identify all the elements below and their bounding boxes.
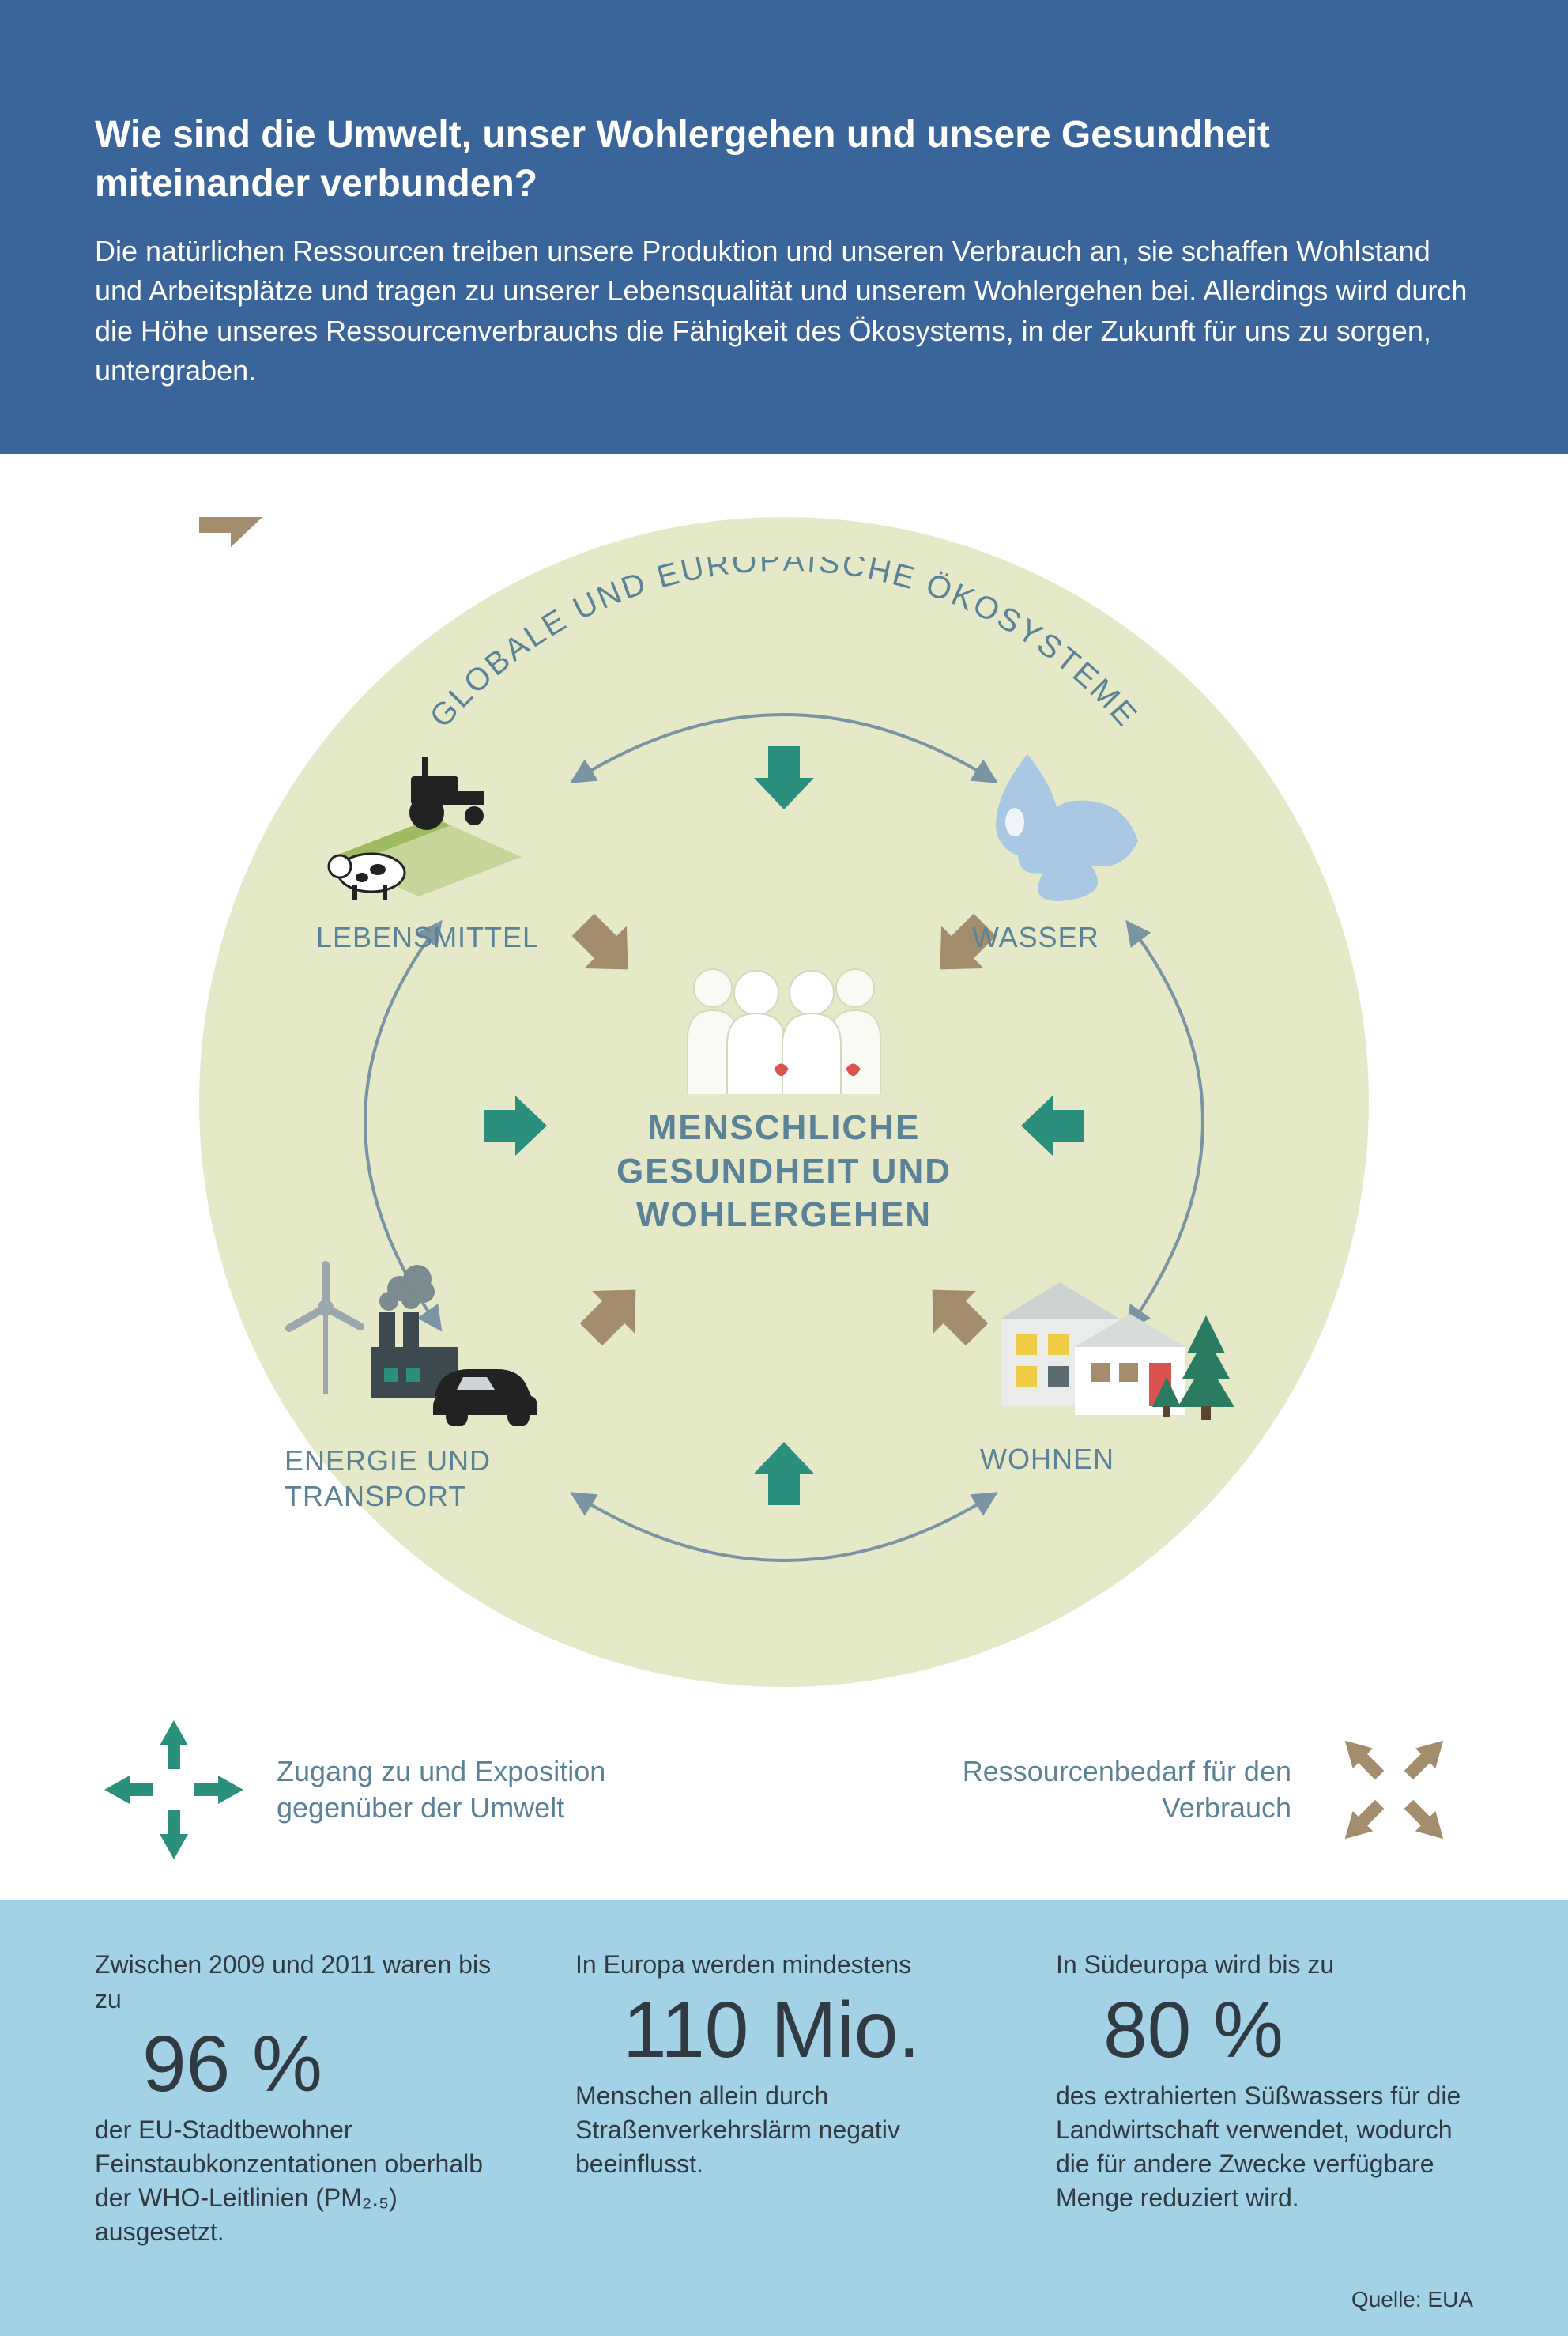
legend-row: Zugang zu und Exposition gegenüber der U… xyxy=(0,1711,1568,1869)
tractor-cow-icon xyxy=(316,746,537,904)
source-label: Quelle: EUA xyxy=(1351,2287,1473,2312)
node-housing: WOHNEN xyxy=(980,1260,1265,1476)
node-food-label: LEBENSMITTEL xyxy=(316,921,601,954)
node-energy: ENERGIE UND TRANSPORT xyxy=(285,1260,601,1514)
houses-trees-icon xyxy=(980,1260,1249,1426)
node-energy-label: ENERGIE UND TRANSPORT xyxy=(285,1443,601,1514)
stat-1-desc: der EU-Stadtbewohner Feinstaubkonzentati… xyxy=(95,2113,512,2250)
page-title: Wie sind die Umwelt, unser Wohlergehen u… xyxy=(95,111,1473,209)
stat-3-intro: In Südeuropa wird bis zu xyxy=(1056,1948,1473,1982)
stat-1: Zwischen 2009 und 2011 waren bis zu 96 %… xyxy=(95,1948,512,2249)
stat-3-big: 80 % xyxy=(1103,1991,1473,2070)
stat-2-desc: Menschen allein durch Straßenverkehrslär… xyxy=(575,2079,993,2182)
stat-2-big: 110 Mio. xyxy=(623,1991,993,2070)
stat-2: In Europa werden mindestens 110 Mio. Men… xyxy=(575,1948,993,2249)
legend-teal-text: Zugang zu und Exposition gegenüber der U… xyxy=(277,1753,656,1828)
stat-3-desc: des extrahierten Süßwassers für die Land… xyxy=(1056,2079,1473,2216)
windmill-factory-car-icon xyxy=(285,1260,537,1426)
legend-teal-icon xyxy=(95,1711,253,1869)
node-water: WASSER xyxy=(972,746,1257,954)
header-band: Wie sind die Umwelt, unser Wohlergehen u… xyxy=(0,0,1568,454)
legend-brown: Ressourcenbedarf für den Verbrauch xyxy=(912,1711,1473,1869)
diagram-area: GLOBALE UND EUROPÄISCHE ÖKOSYSTEME xyxy=(0,454,1568,1900)
stat-1-intro: Zwischen 2009 und 2011 waren bis zu xyxy=(95,1948,512,2016)
page-subtitle: Die natürlichen Ressourcen treiben unser… xyxy=(95,232,1473,391)
legend-brown-icon xyxy=(1315,1711,1473,1869)
stat-1-big: 96 % xyxy=(142,2025,512,2104)
legend-brown-text: Ressourcenbedarf für den Verbrauch xyxy=(912,1753,1291,1828)
stat-3: In Südeuropa wird bis zu 80 % des extrah… xyxy=(1056,1948,1473,2249)
stat-2-intro: In Europa werden mindestens xyxy=(575,1948,993,1982)
stats-bar: Zwischen 2009 und 2011 waren bis zu 96 %… xyxy=(0,1900,1568,2336)
legend-teal: Zugang zu und Exposition gegenüber der U… xyxy=(95,1711,656,1869)
water-drop-icon xyxy=(972,746,1193,904)
node-housing-label: WOHNEN xyxy=(980,1443,1265,1476)
node-food: LEBENSMITTEL xyxy=(316,746,601,954)
node-water-label: WASSER xyxy=(972,921,1257,954)
